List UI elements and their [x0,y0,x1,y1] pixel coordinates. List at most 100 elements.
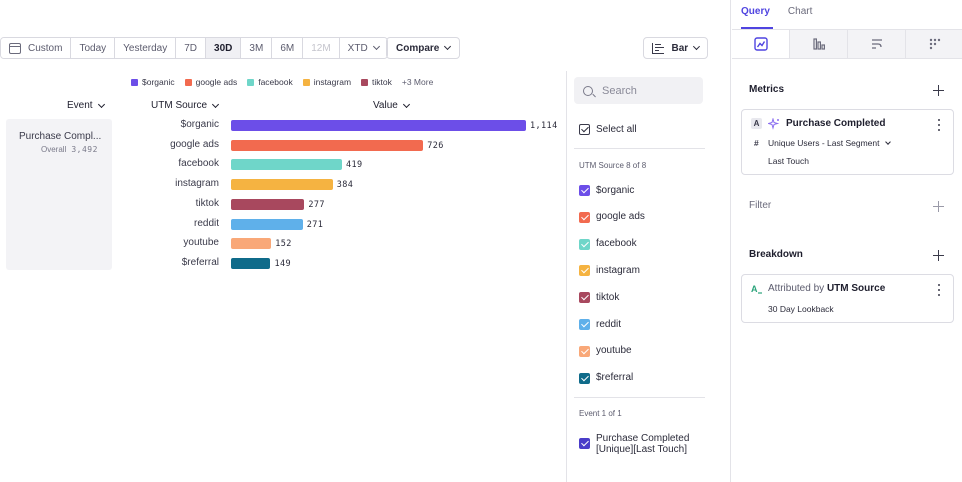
event-group-card[interactable]: Purchase Compl... Overall 3,492 [6,119,112,270]
series-checkbox[interactable] [579,372,590,384]
range-12m-button[interactable]: 12M [303,38,340,58]
legend-item[interactable]: google ads [184,77,238,87]
legend-item[interactable]: $organic [131,77,175,87]
add-filter-icon[interactable] [933,201,944,212]
add-metric-icon[interactable] [933,85,944,96]
search-input[interactable] [602,84,697,97]
flows-icon [871,39,882,49]
legend-swatch [361,78,369,86]
breakdown-property: UTM Source [826,283,886,294]
series-checkbox[interactable] [579,185,590,196]
category-label: reddit [193,217,219,229]
select-all-label: Select all [596,124,637,135]
bar[interactable] [231,139,424,151]
divider [574,397,705,398]
bar[interactable] [231,179,333,191]
attribution-model[interactable]: Last Touch [768,156,809,166]
hash-icon: # [754,138,759,148]
breakdown-title: Breakdown [749,249,803,260]
series-checkbox-label: reddit [596,318,622,330]
utm-source-column-header[interactable]: UTM Source [151,100,220,111]
series-checkbox-label: google ads [596,211,645,223]
tab-chart[interactable]: Chart [787,6,813,17]
search-box [574,77,703,104]
series-checkbox[interactable] [579,292,590,304]
series-checkbox-label: tiktok [596,291,620,303]
bar-chart-icon [652,42,665,54]
event-name: Purchase Compl... [19,131,102,142]
lookback-window[interactable]: 30 Day Lookback [768,304,834,314]
series-checkbox[interactable] [579,211,590,223]
legend-swatch [302,78,310,86]
bar-value-label: 271 [306,219,324,230]
more-options-icon[interactable] [938,119,941,131]
category-label: tiktok [195,197,219,209]
metric-event-name: Purchase Completed [786,118,886,129]
legend-item[interactable]: instagram [302,77,351,87]
bar-chart: $organic 1,114 google ads 726 facebook 419 ins… [120,115,560,275]
bar[interactable] [231,198,305,210]
chart-type-label: Bar [671,42,689,54]
tab-query[interactable]: Query [741,6,770,17]
category-label: google ads [170,138,219,150]
legend-more-link[interactable]: +3 More [401,77,434,87]
compare-dropdown[interactable]: Compare [386,37,461,59]
sparkle-event-icon [768,118,780,130]
metric-badge: A [751,118,762,129]
legend-label: google ads [195,77,238,87]
range-6m-button[interactable]: 6M [272,38,304,58]
event-checkbox[interactable] [579,438,590,449]
metric-card[interactable]: A Purchase Completed # Unique Users - La… [741,109,954,175]
category-label: facebook [178,158,219,170]
report-type-tabs [732,29,962,59]
bar-value-label: 152 [275,239,292,250]
bar[interactable] [231,218,303,230]
series-checkbox[interactable] [579,238,590,250]
range-7d-button[interactable]: 7D [176,38,207,58]
tab-retention[interactable] [906,30,962,58]
overall-value: 3,492 [71,145,98,154]
tab-insights[interactable] [732,30,790,58]
series-checkbox[interactable] [579,345,590,357]
legend-label: tiktok [372,77,392,87]
tab-funnels[interactable] [790,30,848,58]
bar[interactable] [231,159,342,171]
legend-item[interactable]: facebook [247,77,293,87]
range-30d-button[interactable]: 30D [206,38,242,58]
svg-text:A: A [751,284,758,294]
series-filter-panel: Select all UTM Source 8 of 8 $organic goo… [566,71,711,482]
legend-swatch [247,78,255,86]
category-label: $organic [180,119,219,130]
custom-range-button[interactable]: Custom [1,38,72,58]
bar-value-label: 419 [345,160,363,171]
more-options-icon[interactable] [938,284,941,296]
range-xtd-dropdown[interactable]: XTD [339,38,387,58]
event-item-line2: [Unique][Last Touch] [596,444,687,455]
add-breakdown-icon[interactable] [933,250,944,261]
select-all-checkbox[interactable] [579,124,590,135]
legend-item[interactable]: tiktok [361,77,392,87]
series-checkbox[interactable] [579,319,590,330]
value-column-label: Value [373,100,398,111]
range-3m-button[interactable]: 3M [241,38,273,58]
range-today-button[interactable]: Today [71,38,116,58]
breakdown-card[interactable]: A Attributed by UTM Source 30 Day Lookba… [741,274,954,323]
event-column-header[interactable]: Event [67,100,105,111]
range-yesterday-button[interactable]: Yesterday [115,38,177,58]
chevron-down-icon [97,100,105,108]
bar[interactable] [231,120,526,131]
filter-title: Filter [749,200,772,211]
divider [574,148,705,149]
value-column-header[interactable]: Value [373,100,410,111]
active-tab-indicator [741,27,773,29]
chevron-down-icon [884,138,891,145]
measure-dropdown[interactable]: Unique Users - Last Segment [768,138,891,148]
bar[interactable] [231,257,271,269]
line-chart-icon [753,37,768,51]
chevron-down-icon [693,43,701,50]
bar[interactable] [231,238,272,250]
tab-flows[interactable] [848,30,906,58]
attribution-icon: A [751,284,762,294]
chart-type-dropdown[interactable]: Bar [643,37,708,59]
series-checkbox[interactable] [579,265,590,277]
